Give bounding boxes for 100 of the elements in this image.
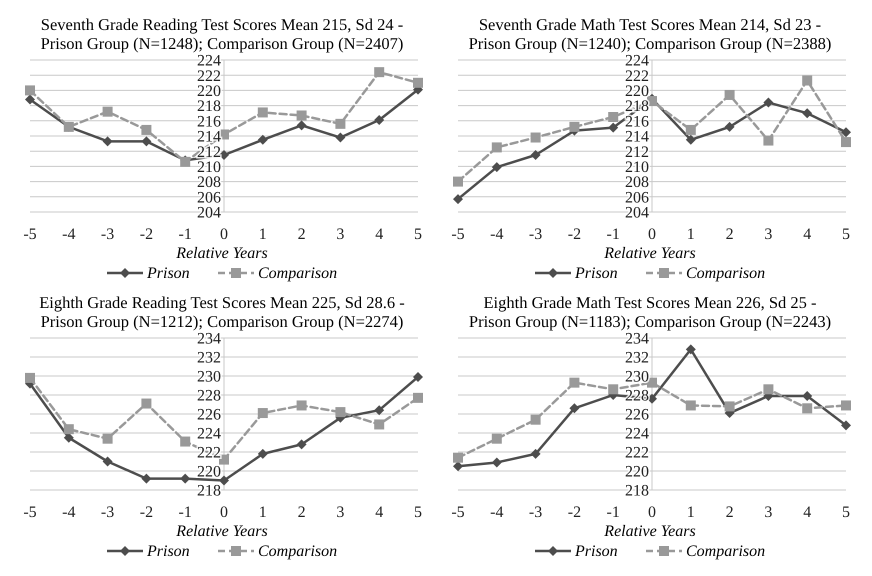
chart-title: Eighth Grade Reading Test Scores Mean 225, Sd 28.6 - Prison Group (N=1212); Comparison Group (N=2274) (39, 293, 405, 331)
x-tick-label: 0 (220, 226, 228, 243)
x-tick-label: 5 (414, 504, 422, 521)
point (530, 150, 541, 160)
legend-label: Prison (146, 543, 190, 560)
x-tick-label: 5 (842, 226, 850, 243)
point (686, 400, 696, 410)
point (453, 194, 463, 204)
y-tick-label: 204 (197, 204, 221, 222)
point (102, 106, 113, 117)
y-tick-label: 224 (625, 52, 649, 70)
x-tick-label: -4 (490, 504, 504, 521)
point (296, 439, 307, 450)
y-tick-label: 218 (197, 482, 221, 500)
y-tick-label: 218 (197, 98, 221, 116)
y-tick-label: 218 (625, 482, 649, 500)
point (102, 434, 113, 444)
x-axis-title: Relative Years (175, 245, 268, 262)
x-tick-label: 4 (375, 226, 384, 243)
x-tick-label: -5 (451, 226, 465, 243)
legend-label: Comparison (686, 265, 766, 282)
y-tick-label: 210 (197, 159, 221, 176)
point (25, 85, 35, 96)
y-tick-label: 224 (625, 426, 649, 443)
point (802, 108, 812, 118)
point (569, 378, 580, 388)
point (413, 372, 423, 382)
point (64, 424, 74, 434)
point (569, 403, 580, 414)
y-tick-label: 212 (625, 144, 649, 161)
legend-label: Comparison (258, 265, 338, 282)
x-tick-label: -3 (100, 226, 114, 243)
point (374, 405, 384, 416)
x-tick-label: 0 (648, 226, 656, 243)
y-tick-label: 222 (197, 68, 221, 85)
legend-label: Prison (146, 265, 190, 282)
x-tick-label: 3 (336, 504, 344, 521)
point (802, 390, 812, 401)
point (374, 115, 384, 126)
chart-title: Eighth Grade Math Test Scores Mean 226, Sd 25 - Prison Group (N=1183); Comparison Group (N=2243) (468, 293, 832, 331)
y-tick-label: 234 (625, 330, 649, 348)
point (686, 134, 696, 145)
x-tick-label: -1 (606, 226, 620, 243)
point (608, 112, 618, 122)
point (530, 132, 541, 143)
point (492, 434, 502, 444)
x-tick-label: 3 (336, 226, 344, 243)
x-tick-label: -1 (178, 504, 192, 521)
point (413, 78, 423, 88)
point (763, 384, 774, 394)
point (413, 392, 423, 403)
x-axis-title: Relative Years (603, 245, 696, 262)
x-tick-label: -5 (23, 504, 37, 521)
y-tick-label: 228 (197, 388, 221, 405)
point (492, 142, 502, 152)
point (25, 94, 35, 105)
x-tick-label: 3 (764, 504, 772, 521)
point (258, 107, 268, 118)
x-tick-label: 4 (803, 504, 812, 521)
y-tick-label: 206 (197, 189, 221, 206)
x-tick-label: 1 (686, 504, 695, 521)
x-tick-label: 5 (842, 504, 850, 521)
x-tick-label: 2 (298, 504, 306, 521)
legend-label: Comparison (258, 543, 338, 560)
x-tick-label: 0 (648, 504, 656, 521)
y-tick-label: 208 (197, 174, 221, 192)
x-tick-label: -5 (451, 504, 465, 521)
point (686, 124, 696, 135)
x-tick-label: -3 (528, 504, 542, 521)
x-tick-label: 3 (764, 226, 772, 243)
x-tick-label: 4 (375, 504, 384, 521)
x-tick-label: 4 (803, 226, 812, 243)
point (374, 419, 384, 430)
point (763, 136, 774, 146)
point (453, 461, 463, 472)
y-tick-label: 226 (625, 406, 649, 424)
point (492, 162, 502, 172)
point (569, 122, 580, 132)
y-tick-label: 224 (197, 52, 221, 70)
point (296, 400, 307, 410)
point (335, 132, 346, 143)
point (763, 98, 774, 108)
y-tick-label: 214 (625, 128, 649, 146)
y-tick-label: 232 (197, 350, 221, 367)
y-tick-label: 206 (625, 189, 649, 206)
point (180, 436, 190, 447)
x-tick-label: -2 (568, 504, 582, 521)
x-tick-label: -4 (490, 226, 504, 243)
x-tick-label: 1 (258, 226, 267, 243)
point (141, 124, 152, 135)
point (841, 127, 851, 138)
y-tick-label: 216 (625, 113, 649, 130)
point (141, 398, 152, 409)
point (219, 476, 229, 486)
point (608, 384, 618, 394)
chart-title: Seventh Grade Math Test Scores Mean 214, Sd 23 - Prison Group (N=1240); Comparison Group (N=2388) (468, 15, 832, 53)
y-tick-label: 224 (197, 426, 221, 443)
y-tick-label: 230 (625, 368, 649, 386)
x-tick-label: 2 (298, 226, 306, 243)
x-tick-label: -3 (100, 504, 114, 521)
